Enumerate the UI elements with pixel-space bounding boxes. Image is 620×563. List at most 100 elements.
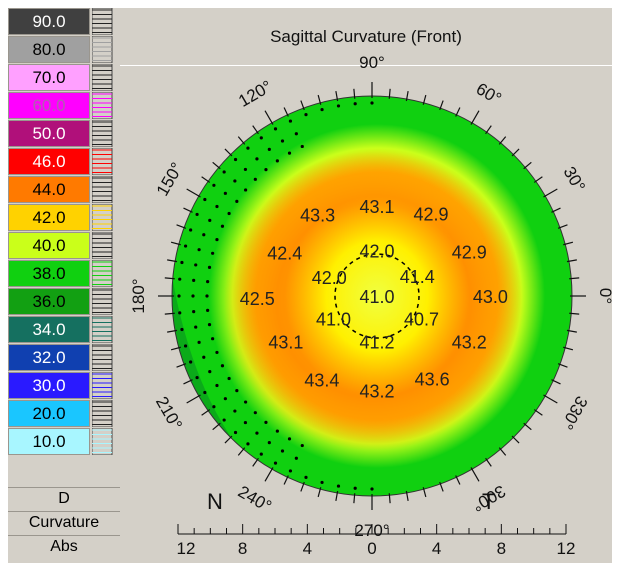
- measurement-dot: [287, 437, 292, 441]
- measurement-dot: [244, 400, 248, 404]
- measurement-dot: [203, 197, 207, 202]
- angle-tick: [455, 475, 461, 485]
- angle-label: 60°: [473, 79, 505, 108]
- curvature-value: 43.3: [300, 205, 335, 225]
- angle-tick: [563, 346, 574, 351]
- measurement-dot: [288, 119, 293, 123]
- angle-tick: [563, 241, 574, 246]
- measurement-dot: [304, 113, 308, 117]
- topography-map-panel: Sagittal Curvature (Front) 43.1 43.: [120, 8, 612, 563]
- angle-tick: [533, 176, 543, 183]
- angle-tick: [317, 487, 322, 498]
- x-ruler-label: 8: [497, 539, 506, 558]
- curvature-value: 43.1: [359, 197, 394, 217]
- measurement-dot: [370, 487, 374, 491]
- angle-tick: [557, 363, 568, 368]
- angle-label: 240°: [235, 482, 275, 516]
- curvature-value: 42.5: [240, 289, 275, 309]
- angle-tick: [170, 241, 181, 246]
- x-ruler-label: 12: [177, 539, 196, 558]
- angle-tick: [252, 457, 259, 467]
- scale-tick-marks: [92, 260, 114, 287]
- angle-tick: [237, 447, 246, 456]
- measurement-dot: [233, 430, 238, 435]
- scale-swatch: 30.0: [8, 372, 90, 399]
- angle-tick: [283, 475, 289, 485]
- measurement-dot: [264, 420, 268, 424]
- angle-tick: [264, 110, 274, 125]
- angle-tick: [264, 467, 274, 482]
- scale-tick-marks: [92, 148, 114, 175]
- curvature-value: 43.6: [415, 370, 450, 390]
- measurement-dot: [207, 323, 212, 327]
- angle-tick: [201, 176, 211, 183]
- measurement-dot: [243, 167, 248, 172]
- angle-tick: [224, 148, 233, 157]
- curvature-value: 41.4: [400, 267, 435, 287]
- angle-label: 30°: [560, 163, 589, 195]
- angle-tick: [170, 346, 181, 351]
- measurement-dot: [353, 486, 357, 490]
- nasal-label: N: [207, 489, 223, 514]
- measurement-dot: [205, 294, 209, 298]
- angle-tick: [353, 493, 356, 504]
- angle-tick: [439, 100, 444, 111]
- curvature-value: 43.0: [473, 287, 508, 307]
- scale-swatch: 46.0: [8, 148, 90, 175]
- angle-label: 120°: [235, 77, 275, 111]
- measurement-dot: [353, 102, 357, 106]
- measurement-dot: [194, 263, 198, 267]
- curvature-map[interactable]: 43.1 43.3 42.9 42.4 42.0 42.9 42.0 41.4 42.5 41.0…: [120, 8, 612, 563]
- measurement-dot: [255, 157, 259, 161]
- scale-tick-marks: [92, 372, 114, 399]
- angle-label: 90°: [359, 53, 385, 72]
- angle-tick: [186, 394, 201, 404]
- scale-type-label[interactable]: Curvature: [8, 511, 120, 533]
- angle-tick: [405, 490, 409, 501]
- measurement-dot: [212, 405, 216, 409]
- measurement-dot: [275, 429, 279, 433]
- measurement-dot: [259, 452, 263, 456]
- angle-tick: [164, 277, 175, 280]
- measurement-dot: [192, 310, 196, 314]
- angle-tick: [405, 91, 409, 102]
- angle-tick: [543, 188, 558, 198]
- measurement-dot: [211, 251, 215, 255]
- angle-tick: [353, 88, 356, 99]
- scale-swatch: 42.0: [8, 204, 90, 231]
- measurement-dot: [203, 390, 207, 395]
- measurement-dot: [220, 364, 225, 368]
- measurement-dot: [208, 370, 212, 374]
- measurement-dot: [189, 360, 193, 364]
- angle-tick: [566, 329, 577, 333]
- angle-tick: [543, 394, 558, 404]
- angle-tick: [252, 125, 259, 135]
- measurement-dot: [233, 157, 238, 162]
- measurement-dot: [177, 294, 181, 298]
- measurement-dot: [191, 294, 195, 298]
- measurement-dot: [215, 237, 219, 242]
- measurement-dot: [243, 420, 248, 425]
- measurement-dot: [320, 107, 324, 112]
- measurement-dot: [287, 151, 292, 155]
- angle-label: 150°: [153, 159, 187, 199]
- angle-tick: [551, 207, 561, 213]
- measurement-dot: [178, 311, 182, 315]
- angle-tick: [569, 312, 580, 315]
- measurement-dot: [233, 409, 237, 413]
- scale-mode-label[interactable]: Abs: [8, 535, 120, 557]
- curvature-value: 42.9: [452, 242, 487, 262]
- measurement-dot: [215, 383, 219, 388]
- measurement-dot: [273, 461, 278, 465]
- measurement-dot: [304, 475, 308, 479]
- scale-swatch: 50.0: [8, 120, 90, 147]
- measurement-dot: [273, 127, 278, 131]
- measurement-dot: [222, 418, 226, 422]
- scale-tick-marks: [92, 120, 114, 147]
- curvature-value: 41.0: [316, 309, 351, 329]
- angle-tick: [511, 435, 520, 444]
- scale-tick-marks: [92, 316, 114, 343]
- angle-tick: [533, 409, 543, 416]
- curvature-value: 43.4: [304, 371, 339, 391]
- measurement-dot: [246, 442, 250, 446]
